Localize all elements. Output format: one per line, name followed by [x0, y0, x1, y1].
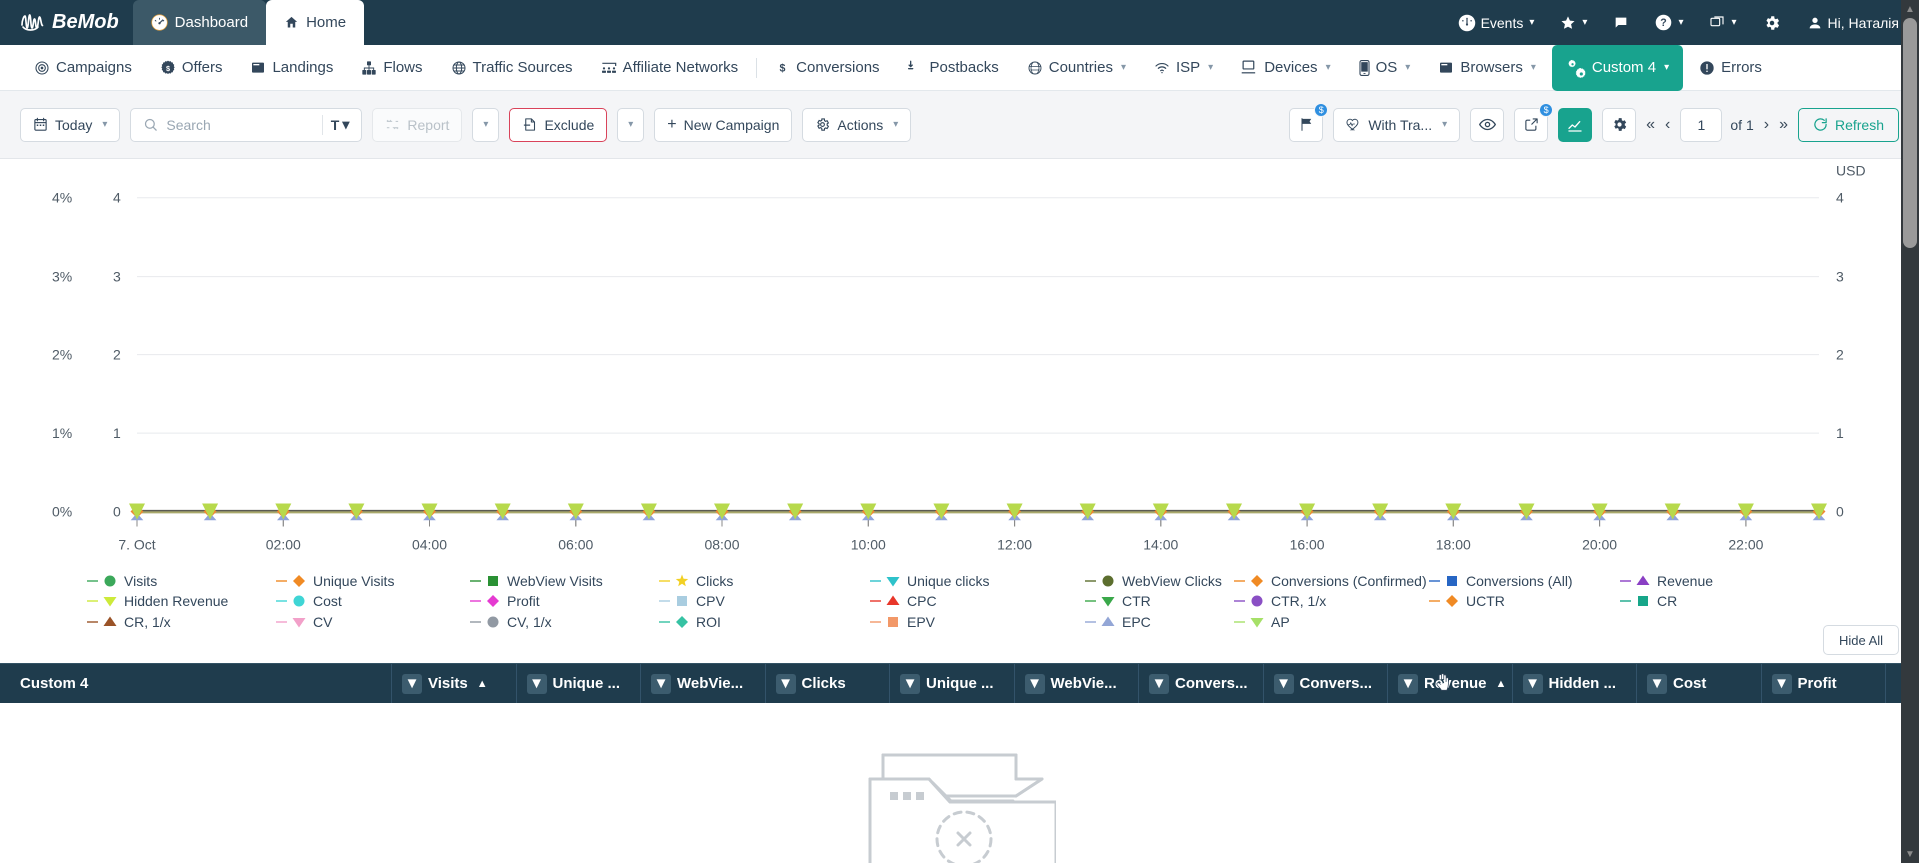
svg-text:USD: USD	[1836, 163, 1866, 179]
svg-text:2: 2	[113, 347, 121, 363]
svg-text:0: 0	[1836, 504, 1844, 520]
svg-text:06:00: 06:00	[558, 537, 593, 552]
svg-text:1: 1	[1836, 425, 1844, 441]
svg-text:$: $	[780, 62, 786, 74]
svg-text:10:00: 10:00	[851, 537, 886, 552]
svg-text:20:00: 20:00	[1582, 537, 1617, 552]
svg-text:1%: 1%	[52, 425, 72, 441]
svg-text:3: 3	[113, 269, 121, 285]
svg-text:04:00: 04:00	[412, 537, 447, 552]
svg-text:0%: 0%	[52, 504, 72, 520]
svg-text:4: 4	[1836, 190, 1844, 206]
svg-text:14:00: 14:00	[1143, 537, 1178, 552]
svg-text:7. Oct: 7. Oct	[118, 537, 155, 552]
svg-text:2%: 2%	[52, 347, 72, 363]
svg-text:4%: 4%	[52, 190, 72, 206]
svg-text:4: 4	[113, 190, 121, 206]
svg-text:12:00: 12:00	[997, 537, 1032, 552]
svg-text:2: 2	[1836, 347, 1844, 363]
svg-text:22:00: 22:00	[1728, 537, 1763, 552]
svg-text:16:00: 16:00	[1290, 537, 1325, 552]
svg-text:?: ?	[1661, 17, 1667, 29]
svg-text:$: $	[166, 63, 170, 72]
svg-text:0: 0	[113, 504, 121, 520]
svg-text:3: 3	[1836, 269, 1844, 285]
svg-text:18:00: 18:00	[1436, 537, 1471, 552]
svg-text:1: 1	[113, 425, 121, 441]
svg-text:02:00: 02:00	[266, 537, 301, 552]
svg-text:08:00: 08:00	[704, 537, 739, 552]
svg-text:3%: 3%	[52, 269, 72, 285]
